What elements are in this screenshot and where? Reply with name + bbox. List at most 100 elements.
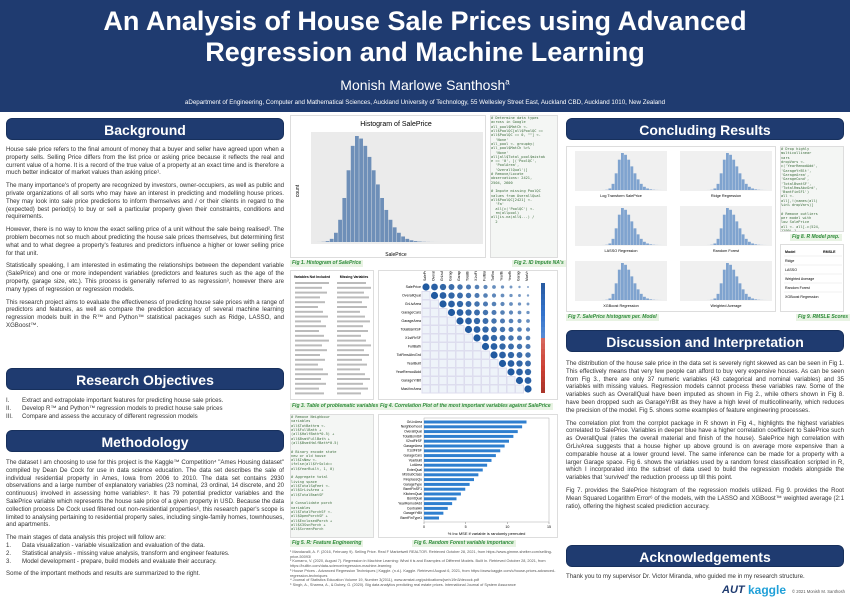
histogram-bar [639,293,643,300]
histogram-bar [388,219,393,242]
color-scale [541,349,545,355]
color-scale [541,365,545,371]
histogram-bar [614,228,618,245]
histogram-bar [633,283,637,300]
variable-label: YearBuilt [407,361,421,365]
paragraph: House sale price refers to the final amo… [6,146,284,177]
footnote: ² Kumarru, V. (2020, August 7). Regressi… [290,559,546,569]
correlation-cell [499,351,506,359]
correlation-cell [509,285,513,289]
objectives-list: I. Extract and extrapolate important feat… [6,397,284,420]
correlation-cell [500,310,505,315]
color-scale [541,338,545,344]
correlation-cell [482,318,489,324]
histogram-bar [624,209,627,245]
variable-label: GarageCars [404,453,423,457]
correlation-cell [525,335,531,341]
table-row [295,358,325,361]
correlation-cell [464,359,473,368]
table-row [295,373,328,376]
paragraph: The distribution of the house sale price… [566,360,844,414]
correlation-cell [438,376,448,385]
footnote: ⁵ Singh, A., Sharma, A., & Dubey, G. (20… [290,583,516,588]
table-cell: Weighted Average [785,277,814,281]
table-row [295,368,323,371]
correlation-cell [524,385,532,393]
footnotes: ¹ Mandavalli, A. F. (2016, February 9). … [290,550,558,588]
correlation-cell [430,376,439,385]
color-scale [541,283,545,289]
histogram-bar [738,283,742,300]
color-scale [541,354,545,360]
variable-label: BsmtFinType1 [400,516,422,520]
logo: kaggle [748,583,787,597]
correlation-cell [508,318,514,324]
color-scale [541,316,545,322]
correlation-cell [438,359,448,368]
correlation-cell [421,367,431,377]
variable-label: OverallQual [402,293,421,297]
list-item: 2. Statistical analysis - missing value a… [6,550,284,558]
histogram-bar [624,154,627,190]
correlation-cell [524,377,532,384]
variable-label: CentralAir [407,506,423,510]
correlation-cell [455,359,465,368]
color-scale [541,321,545,327]
histogram-bar [611,238,615,245]
histogram-bar [636,179,640,190]
correlation-cell [491,301,497,307]
table-row [337,320,370,323]
correlation-cell [455,367,465,377]
color-scale [541,294,545,300]
figure-caption: Fig 1. Histogram of SalePrice [290,260,364,267]
correlation-cell [482,326,489,333]
histogram-bar [722,214,726,245]
correlation-cell [517,310,522,315]
correlation-cell [515,376,524,385]
importance-bar [424,430,518,434]
table-row [295,344,322,347]
correlation-cell [489,359,499,368]
correlation-cell [472,342,482,351]
correlation-cell [499,335,506,341]
table-figure: Variables Not Included Missing Variables [290,270,374,400]
axis-label: SalePrice [385,252,407,258]
importance-bar [424,439,509,443]
correlation-cell [430,308,439,317]
histogram-bar [713,188,717,190]
correlation-cell [455,376,465,385]
correlation-cell [464,384,473,394]
variable-label: MSSubClass [402,473,422,477]
correlation-cell [474,284,480,290]
histogram-bar [643,241,646,245]
variable-label: ExterQual [407,468,422,472]
item-text: Develop R™ and Python™ regression models… [22,404,223,412]
histogram-bar [719,283,723,300]
histogram-bar [719,228,723,245]
histogram-bar [401,236,405,242]
item-number: II. [6,404,12,412]
importance-bar [424,444,505,448]
correlation-cell [491,318,497,324]
importance-bar [424,420,527,424]
footnote: ¹ Mandavalli, A. F. (2016, February 9). … [290,550,552,559]
axis-label: count [295,184,301,197]
table-row [295,382,326,385]
variable-label: LotArea [410,463,422,467]
list-item: 3. Model development - prepare, build mod… [6,558,284,566]
section-heading: Concluding Results [566,118,844,140]
correlation-cell [439,300,447,308]
histogram-bar [722,159,726,190]
list-item: 1. Data visualization - variable visualiz… [6,542,284,550]
correlation-cell [464,342,473,351]
table-row [337,291,364,294]
correlation-cell [430,350,439,360]
table-row [337,382,363,385]
histogram-bar [630,276,634,300]
histogram-bar [334,232,338,242]
correlation-cell [465,292,472,299]
table-row [337,334,361,337]
importance-bar [424,449,501,453]
histogram-bar [646,243,649,245]
correlation-cell [489,384,499,394]
